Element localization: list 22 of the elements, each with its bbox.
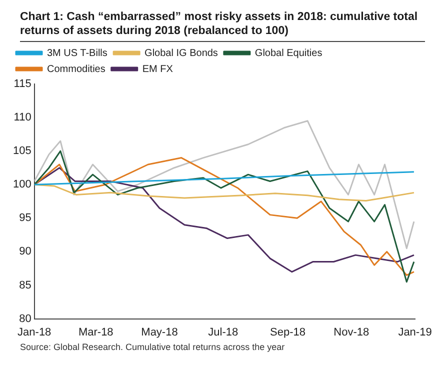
x-tick-label: May-18 <box>141 326 178 338</box>
x-tick-label: Jan-18 <box>18 326 52 338</box>
y-tick-label: 95 <box>19 212 32 224</box>
legend-label: 3M US T-Bills <box>47 48 108 59</box>
source-note: Source: Global Research. Cumulative total returns across the year <box>20 342 286 352</box>
y-tick-label: 85 <box>19 279 32 292</box>
chart-title: Chart 1: Cash “embarrassed” most risky assets in 2018: cumulative total returns of assets during 2018 (rebalanced to 100) <box>20 10 425 42</box>
y-tick-label: 115 <box>14 78 32 90</box>
y-tick-label: 80 <box>19 312 32 325</box>
x-tick-label: Mar-18 <box>78 326 114 338</box>
y-tick-label: 110 <box>14 112 32 124</box>
x-tick-label: Jul-18 <box>208 326 238 338</box>
legend-label: Global IG Bonds <box>144 48 218 59</box>
y-tick-label: 90 <box>19 246 32 258</box>
legend-label: Global Equities <box>254 48 322 59</box>
legend-label: Commodities <box>47 64 106 75</box>
y-tick-label: 105 <box>12 145 32 158</box>
legend-label: EM FX <box>142 64 174 75</box>
y-tick-label: 100 <box>12 178 32 191</box>
x-tick-label: Nov-18 <box>334 326 370 338</box>
x-tick-label: Sep-18 <box>270 326 306 338</box>
x-tick-label: Jan-19 <box>398 326 432 338</box>
